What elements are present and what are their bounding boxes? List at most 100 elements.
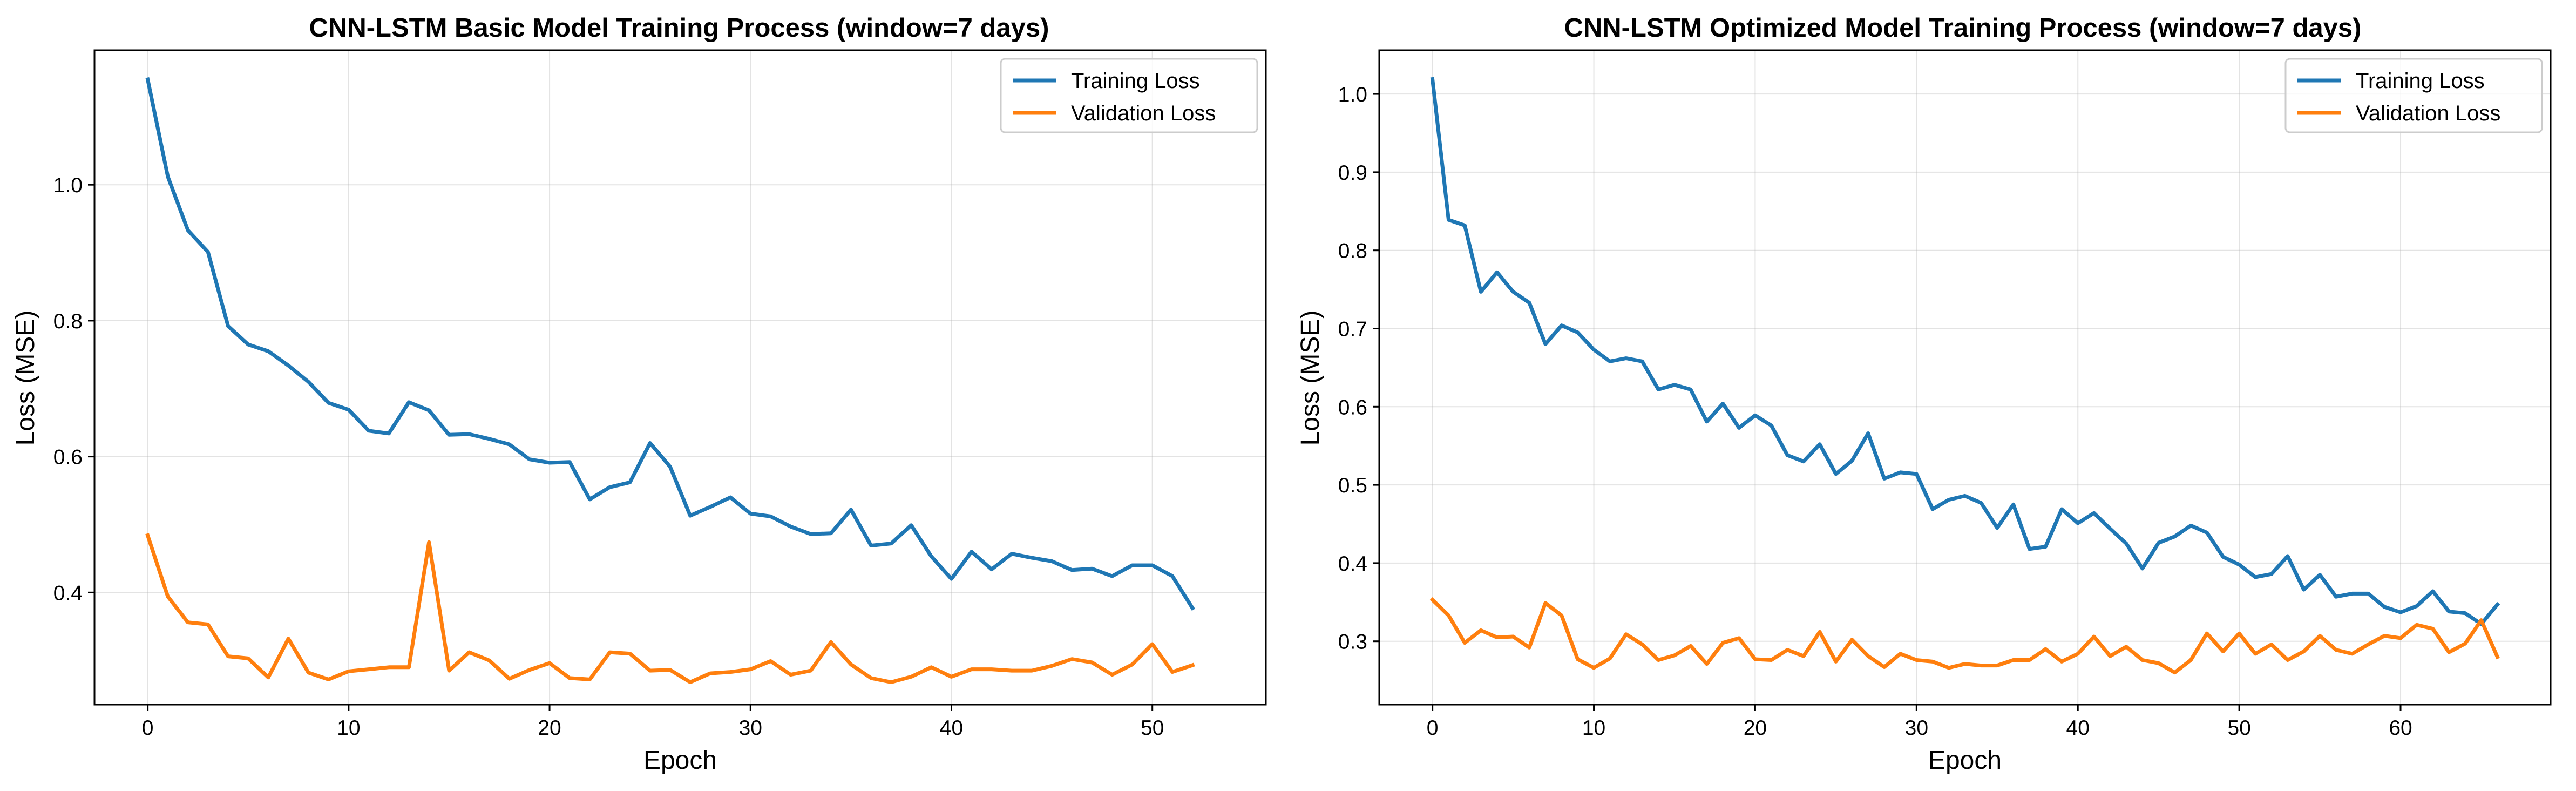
- validation-loss-point: [1191, 664, 1194, 666]
- y-tick-label: 0.8: [1338, 240, 1367, 263]
- training-loss-point: [810, 533, 812, 535]
- training-loss-point: [2497, 604, 2498, 605]
- validation-loss-point: [1432, 599, 1433, 601]
- training-loss-point: [1091, 568, 1093, 570]
- validation-loss-point: [2464, 643, 2466, 645]
- validation-loss-point: [1609, 658, 1611, 659]
- validation-loss-point: [2222, 651, 2224, 652]
- training-loss-point: [1071, 569, 1073, 571]
- x-tick-label: 40: [940, 716, 963, 740]
- training-loss-point: [1657, 389, 1659, 390]
- validation-loss-point: [2206, 633, 2208, 634]
- validation-loss-point: [1625, 633, 1627, 635]
- validation-loss-point: [1996, 665, 1998, 666]
- validation-loss-point: [2077, 653, 2079, 655]
- training-loss-point: [1867, 432, 1869, 434]
- training-loss-point: [368, 430, 370, 431]
- training-loss-point: [2254, 576, 2256, 578]
- training-loss-point: [649, 442, 651, 444]
- training-loss-point: [1787, 454, 1788, 456]
- validation-loss-point: [528, 669, 530, 671]
- validation-loss-point: [288, 638, 289, 640]
- validation-loss-point: [1802, 655, 1805, 657]
- validation-loss-point: [669, 669, 671, 671]
- training-loss-point: [2190, 525, 2192, 526]
- series-layer: [1429, 77, 2500, 675]
- y-tick-label: 0.6: [53, 446, 83, 469]
- training-loss-point: [1191, 607, 1194, 609]
- x-tick-label: 30: [1905, 716, 1928, 740]
- training-loss-point: [589, 498, 591, 501]
- optimized-model-chart: CNN-LSTM Optimized Model Training Proces…: [1296, 13, 2552, 775]
- training-loss-point: [629, 482, 631, 483]
- x-tick-label: 60: [2389, 716, 2412, 740]
- training-loss-point: [1448, 219, 1449, 221]
- training-loss-point: [1690, 389, 1692, 390]
- validation-loss-point: [187, 621, 189, 623]
- validation-loss-point: [1642, 644, 1643, 645]
- training-loss-point: [1980, 502, 1982, 504]
- validation-loss-point: [2270, 644, 2273, 645]
- training-loss-point: [1835, 473, 1837, 475]
- x-tick-label: 20: [1744, 716, 1767, 740]
- validation-loss-point: [2480, 619, 2482, 621]
- training-loss-point: [971, 551, 972, 552]
- validation-loss-point: [548, 662, 551, 664]
- validation-loss-point: [850, 664, 852, 665]
- validation-loss-point: [1131, 664, 1133, 665]
- validation-loss-point: [2319, 635, 2321, 637]
- training-loss-point: [1561, 324, 1562, 326]
- training-loss-point: [247, 343, 249, 346]
- validation-loss-point: [2190, 659, 2192, 661]
- training-loss-point: [870, 545, 872, 546]
- training-loss-point: [1948, 499, 1950, 501]
- training-loss-point: [2093, 512, 2095, 514]
- training-loss-point: [2109, 528, 2111, 530]
- validation-loss-point: [2158, 662, 2159, 664]
- x-tick-label: 10: [1582, 716, 1605, 740]
- training-loss-point: [388, 432, 390, 434]
- validation-loss-point: [1448, 614, 1449, 617]
- training-loss-point: [1171, 575, 1174, 577]
- chart-title: CNN-LSTM Optimized Model Training Proces…: [1564, 13, 2362, 43]
- validation-loss-point: [910, 676, 912, 678]
- training-loss-point: [1051, 560, 1053, 562]
- x-tick-label: 0: [1427, 716, 1439, 740]
- validation-loss-point: [2141, 659, 2143, 661]
- validation-loss-point: [428, 542, 430, 543]
- y-tick-label: 0.7: [1338, 317, 1367, 341]
- validation-loss-point: [709, 672, 711, 674]
- validation-loss-point: [2045, 648, 2046, 650]
- training-loss-point: [1528, 302, 1530, 303]
- validation-loss-legend-label: Validation Loss: [1071, 102, 1216, 125]
- training-loss-point: [1673, 384, 1676, 386]
- validation-loss-point: [649, 670, 651, 672]
- training-loss-point: [509, 443, 510, 445]
- validation-loss-point: [2287, 659, 2288, 661]
- validation-loss-point: [2125, 646, 2127, 648]
- training-loss-point: [1819, 443, 1821, 445]
- validation-loss-point: [1071, 658, 1073, 660]
- validation-loss-point: [2061, 661, 2063, 662]
- training-loss-point: [790, 526, 791, 528]
- validation-loss-point: [1738, 637, 1740, 639]
- validation-loss-point: [267, 677, 269, 678]
- training-loss-point: [689, 515, 691, 517]
- validation-loss-point: [1544, 602, 1547, 604]
- validation-loss-point: [2399, 637, 2402, 639]
- training-loss-point: [528, 458, 530, 460]
- training-loss-point: [288, 364, 289, 367]
- validation-loss-point: [1948, 667, 1950, 669]
- training-loss-point: [2287, 555, 2288, 557]
- training-loss-point: [2368, 593, 2369, 594]
- training-loss-point: [207, 251, 209, 253]
- training-loss-point: [348, 409, 349, 410]
- validation-loss-point: [2093, 635, 2095, 638]
- validation-loss-point: [1851, 639, 1853, 641]
- validation-loss-point: [1819, 631, 1821, 633]
- training-loss-point: [489, 438, 490, 440]
- validation-loss-point: [388, 666, 390, 668]
- validation-loss-point: [1787, 649, 1788, 651]
- validation-loss-point: [2368, 644, 2369, 645]
